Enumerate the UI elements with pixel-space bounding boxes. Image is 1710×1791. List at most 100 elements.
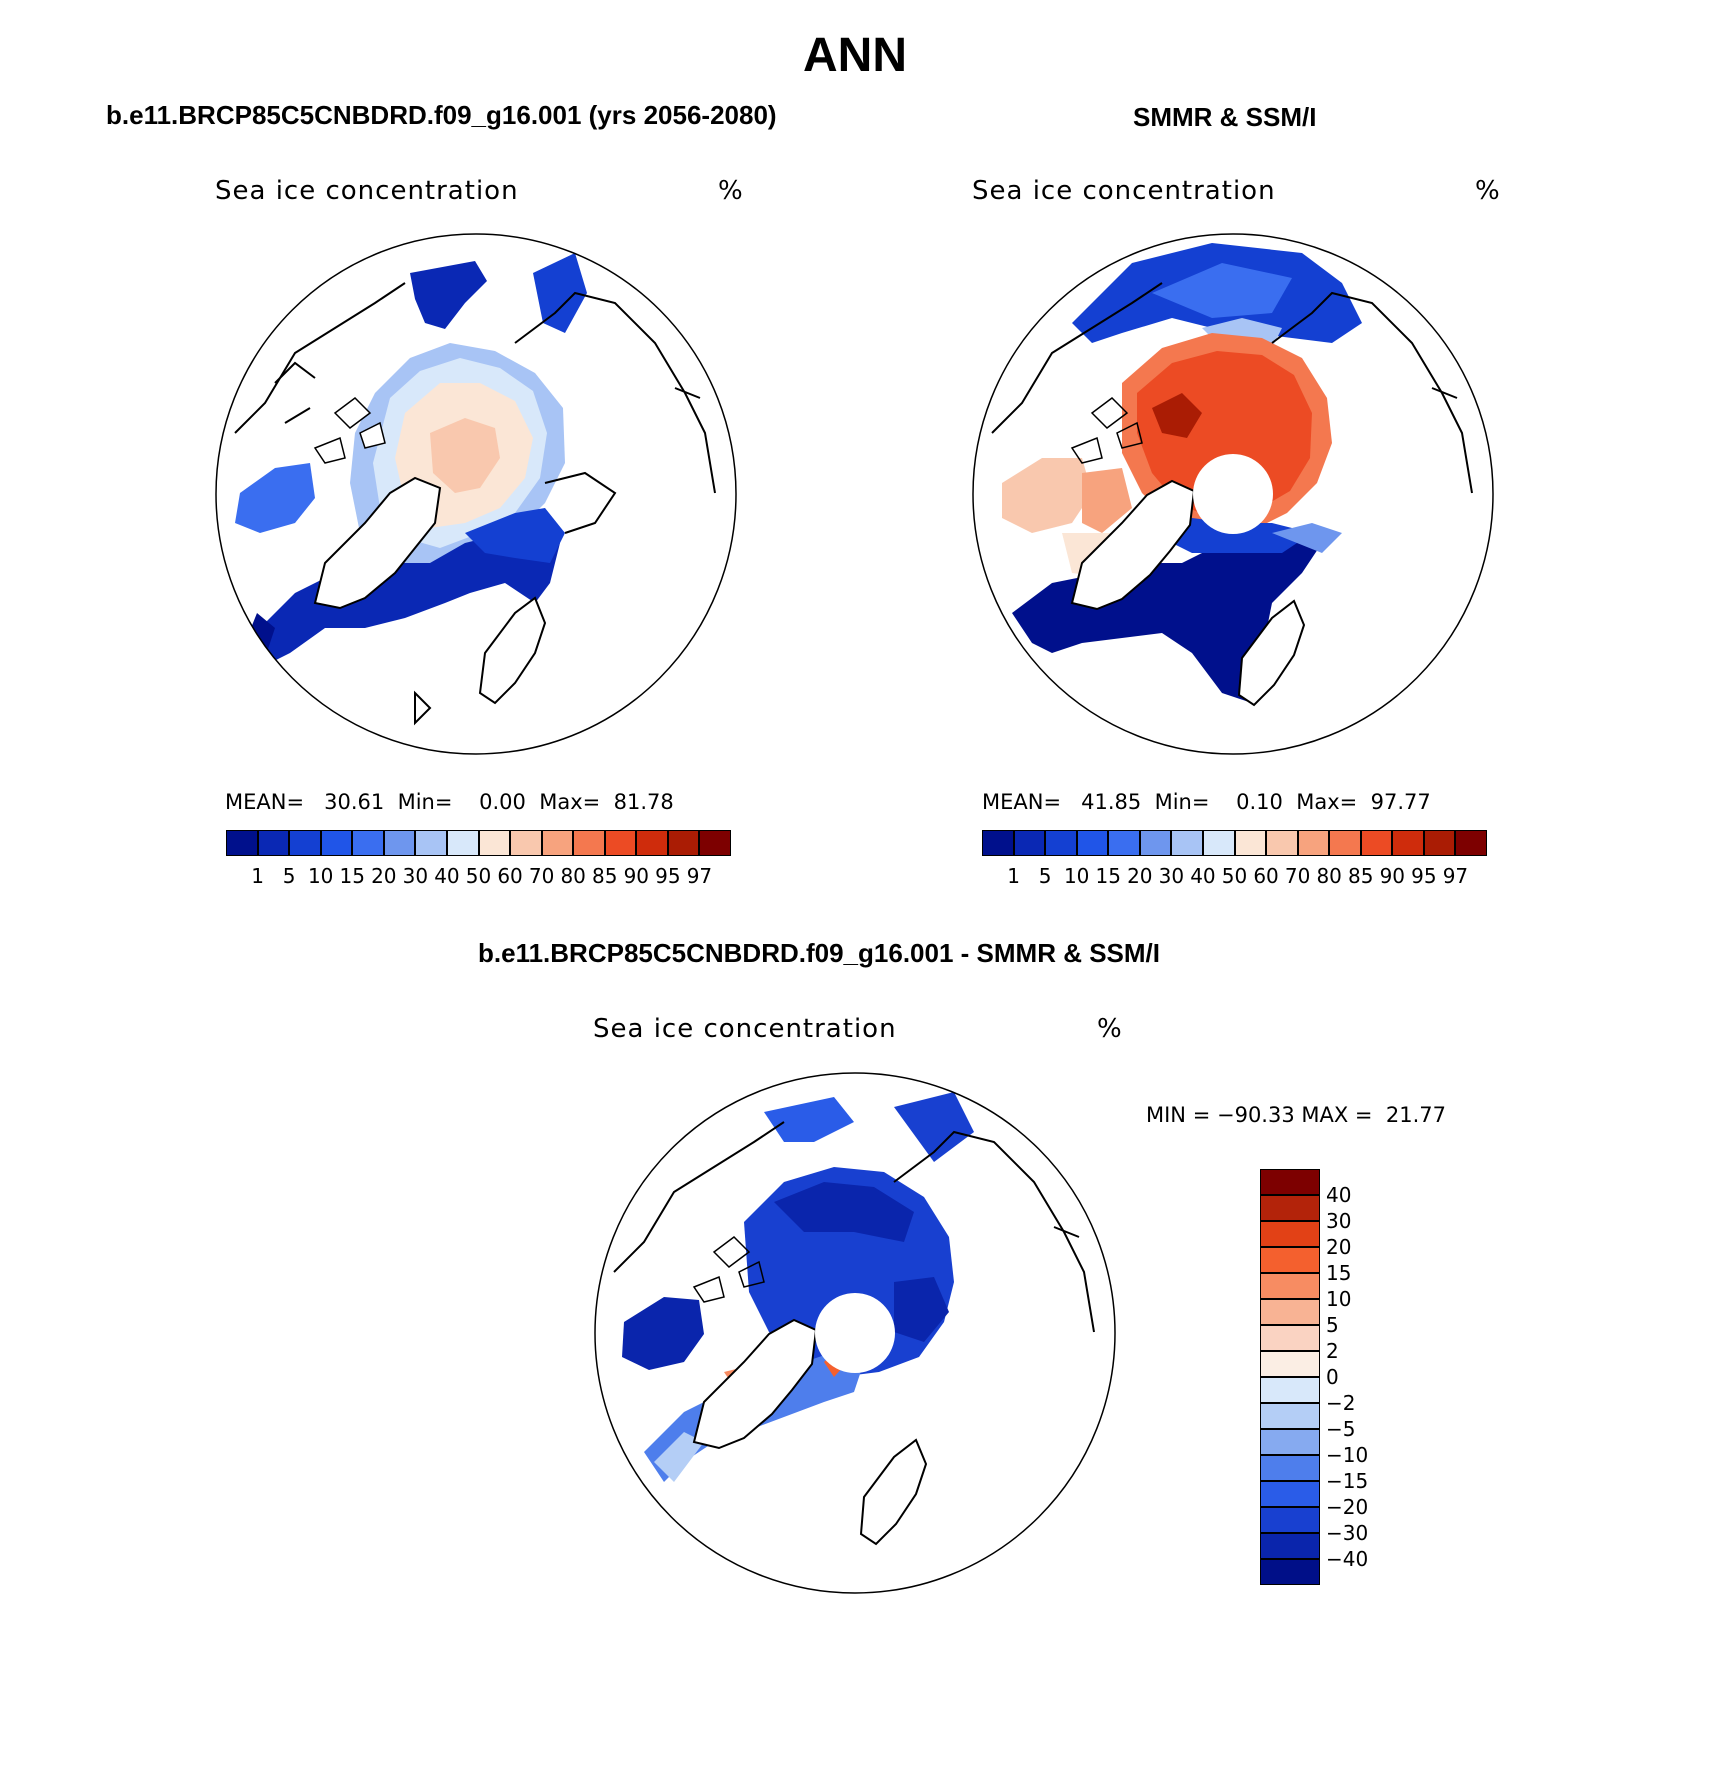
model-panel-title: b.e11.BRCP85C5CNBDRD.f09_g16.001 (yrs 20… — [106, 100, 777, 130]
obs-polar-map — [972, 233, 1494, 755]
model-colorbar-swatch — [541, 830, 574, 856]
model-variable-label: Sea ice concentration — [215, 176, 519, 206]
diff-colorbar-swatch — [1260, 1169, 1320, 1195]
diff-panel-title: b.e11.BRCP85C5CNBDRD.f09_g16.001 - SMMR … — [478, 938, 1160, 968]
obs-colorbar-tick-label: 85 — [1348, 864, 1374, 888]
model-colorbar-tick-label: 1 — [251, 864, 264, 888]
model-colorbar — [226, 830, 731, 856]
obs-colorbar-tick-label: 5 — [1038, 864, 1052, 888]
diff-colorbar-swatch — [1260, 1559, 1320, 1585]
obs-colorbar-swatch — [1455, 830, 1487, 856]
model-colorbar-tick-label: 20 — [371, 864, 397, 888]
diff-colorbar-swatch — [1260, 1221, 1320, 1247]
obs-max-value: 97.77 — [1370, 790, 1431, 814]
obs-colorbar-tick-label: 30 — [1158, 864, 1185, 888]
model-colorbar-tick-label: 95 — [655, 864, 681, 888]
obs-colorbar-swatch — [1423, 830, 1456, 856]
obs-colorbar-swatch — [1045, 830, 1077, 856]
model-colorbar-tick-label: 70 — [528, 864, 555, 888]
obs-colorbar — [982, 830, 1487, 856]
diff-colorbar-tick-label: 15 — [1326, 1261, 1352, 1285]
diff-colorbar-swatch — [1260, 1195, 1320, 1221]
obs-panel-title: SMMR & SSM/I — [1133, 102, 1317, 132]
diff-colorbar-tick-label: 5 — [1326, 1313, 1339, 1337]
diff-colorbar-labels: 40 30 20 15 10 5 2 0 −2 −5 −10 −15 −20 −30 −40 — [1326, 1169, 1406, 1585]
obs-colorbar-tick-label: 1 — [1007, 864, 1020, 888]
obs-variable-label: Sea ice concentration — [972, 176, 1276, 206]
diff-colorbar-swatch — [1260, 1403, 1320, 1429]
diff-min-label: MIN = — [1146, 1103, 1211, 1127]
model-polar-map — [215, 233, 737, 755]
model-colorbar-tick-label: 5 — [282, 864, 296, 888]
obs-colorbar-tick-label: 40 — [1190, 864, 1216, 888]
diff-max-label: MAX = — [1301, 1103, 1373, 1127]
obs-colorbar-tick-label: 60 — [1253, 864, 1279, 888]
diff-colorbar-swatch — [1260, 1299, 1320, 1325]
diff-variable-label: Sea ice concentration — [593, 1014, 897, 1044]
obs-colorbar-tick-label: 95 — [1411, 864, 1437, 888]
obs-colorbar-tick-label: 20 — [1127, 864, 1153, 888]
diff-colorbar-swatch — [1260, 1429, 1320, 1455]
diff-colorbar-tick-label: −30 — [1326, 1521, 1369, 1545]
obs-colorbar-swatch — [1329, 830, 1361, 856]
diff-colorbar-swatch — [1260, 1481, 1320, 1507]
model-colorbar-swatch — [636, 830, 668, 856]
diff-colorbar-tick-label: −40 — [1326, 1547, 1369, 1571]
obs-colorbar-swatch — [1297, 830, 1330, 856]
obs-colorbar-swatch — [982, 830, 1014, 856]
model-colorbar-swatch — [478, 830, 511, 856]
model-min-label: Min= — [397, 790, 453, 814]
diff-colorbar-tick-label: 0 — [1326, 1365, 1339, 1389]
obs-colorbar-tick-label: 80 — [1316, 864, 1342, 888]
model-colorbar-swatch — [352, 830, 384, 856]
diff-stats: MIN = −90.33 MAX = 21.77 — [1146, 1103, 1446, 1127]
model-colorbar-swatch — [383, 830, 416, 856]
obs-min-value: 0.10 — [1236, 790, 1283, 814]
model-colorbar-tick-label: 10 — [307, 864, 334, 888]
diff-colorbar-tick-label: 30 — [1326, 1209, 1352, 1233]
obs-colorbar-labels: 1 5 10 15 20 30 40 50 60 70 80 85 90 95 97 — [982, 864, 1487, 888]
model-colorbar-swatch — [226, 830, 258, 856]
model-max-label: Max= — [539, 790, 601, 814]
model-colorbar-swatch — [699, 830, 731, 856]
diff-max-value: 21.77 — [1385, 1103, 1447, 1127]
page-title: ANN — [803, 29, 907, 82]
diff-colorbar-swatch — [1260, 1325, 1320, 1351]
obs-colorbar-tick-label: 50 — [1221, 864, 1248, 888]
model-colorbar-tick-label: 90 — [623, 864, 650, 888]
diff-colorbar-swatch — [1260, 1247, 1320, 1273]
model-mean-label: MEAN= — [225, 790, 305, 814]
diff-colorbar-tick-label: 20 — [1326, 1235, 1352, 1259]
obs-max-label: Max= — [1296, 790, 1358, 814]
diff-colorbar-tick-label: −5 — [1326, 1417, 1356, 1441]
diff-colorbar-tick-label: −15 — [1326, 1469, 1369, 1493]
model-units-label: % — [718, 176, 744, 206]
model-colorbar-swatch — [446, 830, 479, 856]
diff-colorbar — [1260, 1169, 1320, 1585]
diff-colorbar-tick-label: −10 — [1326, 1443, 1369, 1467]
model-colorbar-tick-label: 97 — [686, 864, 713, 888]
obs-colorbar-swatch — [1266, 830, 1298, 856]
model-colorbar-swatch — [257, 830, 290, 856]
diff-colorbar-swatch — [1260, 1533, 1320, 1559]
diff-colorbar-tick-label: −20 — [1326, 1495, 1369, 1519]
diff-colorbar-swatch — [1260, 1273, 1320, 1299]
model-colorbar-swatch — [573, 830, 605, 856]
obs-colorbar-tick-label: 70 — [1284, 864, 1311, 888]
model-colorbar-tick-label: 15 — [339, 864, 365, 888]
model-colorbar-tick-label: 85 — [592, 864, 618, 888]
obs-colorbar-swatch — [1171, 830, 1203, 856]
diff-colorbar-tick-label: 40 — [1326, 1183, 1352, 1207]
model-colorbar-tick-label: 50 — [465, 864, 492, 888]
model-colorbar-swatch — [289, 830, 321, 856]
model-colorbar-swatch — [415, 830, 447, 856]
model-colorbar-swatch — [320, 830, 353, 856]
obs-units-label: % — [1475, 176, 1501, 206]
diff-units-label: % — [1097, 1014, 1123, 1044]
obs-colorbar-tick-label: 10 — [1063, 864, 1090, 888]
model-colorbar-tick-label: 60 — [497, 864, 523, 888]
model-colorbar-swatch — [510, 830, 542, 856]
obs-mean-value: 41.85 — [1081, 790, 1142, 814]
obs-colorbar-tick-label: 97 — [1442, 864, 1469, 888]
model-max-value: 81.78 — [613, 790, 674, 814]
